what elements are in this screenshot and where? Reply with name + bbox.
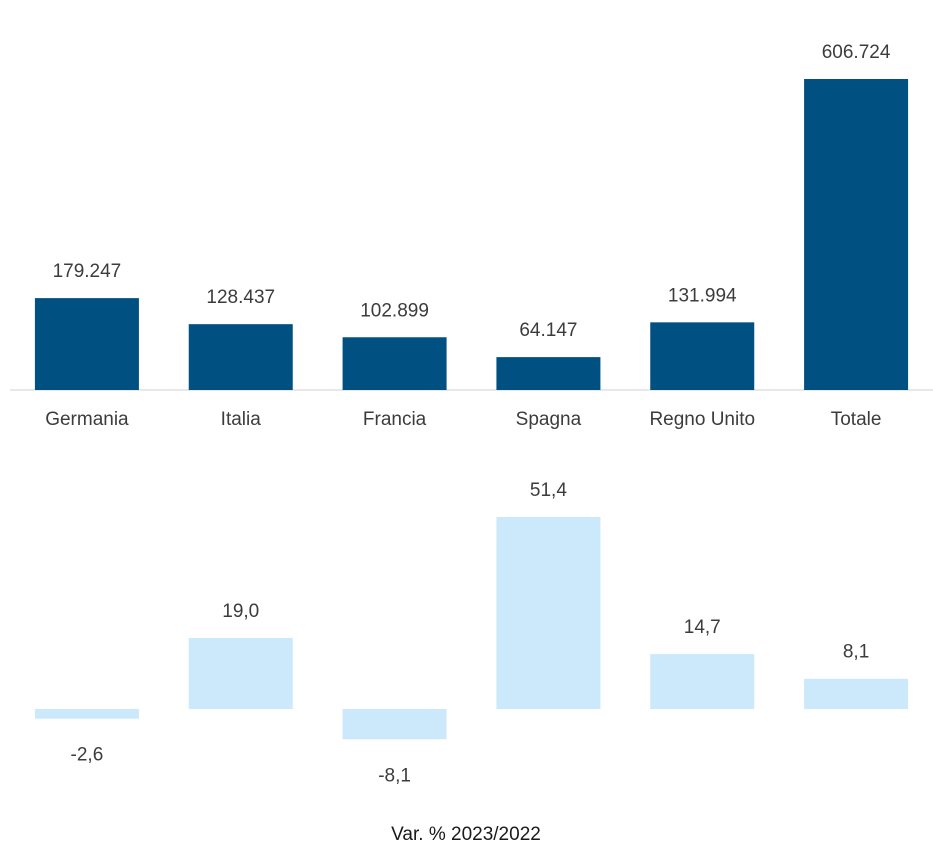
bar-italia: [188, 324, 293, 390]
variation-bar-totale: [804, 678, 909, 709]
variation-bar-italia: [188, 638, 293, 709]
absolute-values-chart: 179.247 Germania 128.437 Italia 102.899 Franc…: [10, 42, 933, 430]
variation-label-regno-unito: 14,7: [684, 617, 721, 638]
category-label-spagna: Spagna: [516, 409, 582, 430]
category-label-germania: Germania: [45, 409, 129, 430]
variation-label-totale: 8,1: [843, 642, 869, 663]
variation-bar-francia: [342, 709, 447, 740]
data-label-regno-unito: 131.994: [668, 285, 737, 306]
bar-francia: [342, 337, 447, 390]
variation-label-francia: -8,1: [378, 765, 411, 786]
bar-germania: [34, 298, 139, 390]
variation-bar-spagna: [496, 517, 601, 709]
data-label-totale: 606.724: [822, 42, 891, 63]
variation-label-spagna: 51,4: [530, 480, 567, 501]
category-label-francia: Francia: [363, 409, 427, 430]
category-label-regno-unito: Regno Unito: [649, 409, 755, 430]
category-label-italia: Italia: [221, 409, 262, 430]
variation-caption: Var. % 2023/2022: [391, 824, 541, 845]
variation-bar-germania: [34, 709, 139, 719]
variation-label-italia: 19,0: [222, 601, 259, 622]
data-label-germania: 179.247: [53, 261, 122, 282]
bar-totale: [804, 79, 909, 390]
data-label-italia: 128.437: [206, 287, 275, 308]
variation-label-germania: -2,6: [71, 745, 104, 766]
data-label-spagna: 64.147: [519, 320, 577, 341]
category-label-totale: Totale: [831, 409, 882, 430]
variation-bar-regno-unito: [650, 654, 755, 709]
variation-chart: -2,6 19,0 -8,1 51,4 14,7 8,1: [34, 480, 909, 786]
bar-spagna: [496, 357, 601, 390]
data-label-francia: 102.899: [360, 300, 429, 321]
bar-regno-unito: [650, 322, 755, 390]
